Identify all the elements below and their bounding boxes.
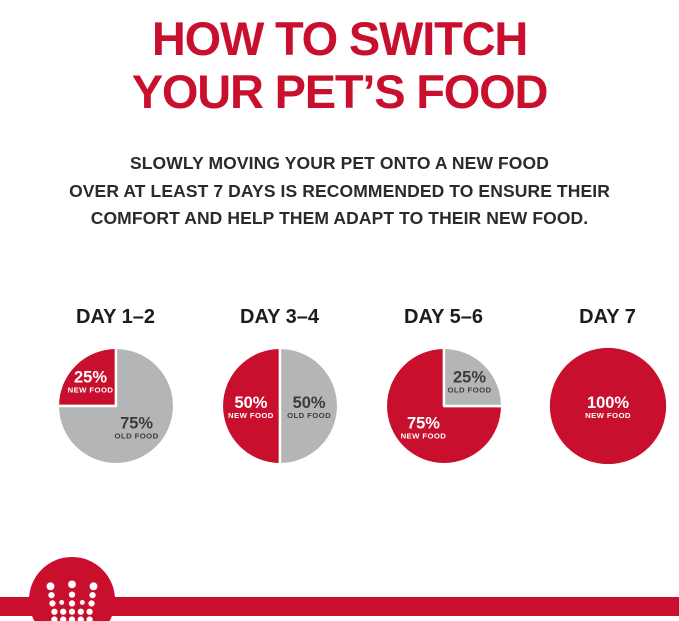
day-label: DAY 7 [579, 306, 636, 328]
pie-slice-new-food [384, 346, 503, 466]
crown-icon [28, 556, 116, 621]
pie-slice-old-food [442, 346, 503, 408]
day-label: DAY 1–2 [76, 306, 155, 328]
charts-row: DAY 1–2 25% NEW FOOD 75% OLD FOOD DAY 3–4 5… [22, 306, 679, 469]
intro-line-1: SLOWLY MOVING YOUR PET ONTO A NEW FOOD [130, 153, 549, 174]
title-line-2: YOUR PET’S FOOD [131, 65, 549, 119]
slice-label: 50% OLD FOOD [287, 394, 331, 420]
intro-text: SLOWLY MOVING YOUR PET ONTO A NEW FOOD O… [0, 150, 679, 232]
title-line-1: HOW TO SWITCH [151, 12, 528, 65]
pie-chart-column: DAY 7 100% NEW FOOD [542, 306, 674, 469]
slice-label: 100% NEW FOOD [585, 394, 631, 420]
intro-line-2: OVER AT LEAST 7 DAYS IS RECOMMENDED TO E… [69, 180, 610, 201]
pie-chart-column: DAY 3–4 50% NEW FOOD 50% OLD FOOD [214, 306, 346, 469]
day-label: DAY 5–6 [404, 306, 483, 328]
footer-bar [0, 597, 679, 616]
day-label: DAY 3–4 [240, 306, 319, 328]
slice-label: 50% NEW FOOD [228, 394, 274, 420]
pie-slice-old-food [278, 346, 339, 466]
pie-slice-new-food [220, 346, 281, 466]
page-title: HOW TO SWITCH YOUR PET’S FOOD [0, 0, 679, 118]
pie-chart-column: DAY 5–6 75% NEW FOOD 25% OLD FOOD [378, 306, 510, 469]
slice-label: 75% NEW FOOD [400, 414, 446, 440]
pie-slice-new-food [56, 346, 117, 408]
pie-chart: 100% NEW FOOD [549, 347, 666, 465]
slice-label: 25% OLD FOOD [447, 368, 491, 394]
pie-slice-old-food [56, 346, 175, 466]
intro-line-3: COMFORT AND HELP THEM ADAPT TO THEIR NEW… [90, 208, 589, 229]
royal-canin-crown-logo [28, 556, 116, 621]
pie-slice-new-food [549, 347, 666, 465]
slice-label: 75% OLD FOOD [114, 414, 158, 440]
pie-chart: 50% NEW FOOD 50% OLD FOOD [220, 346, 339, 466]
slice-label: 25% NEW FOOD [67, 368, 113, 394]
pie-chart-column: DAY 1–2 25% NEW FOOD 75% OLD FOOD [50, 306, 182, 469]
